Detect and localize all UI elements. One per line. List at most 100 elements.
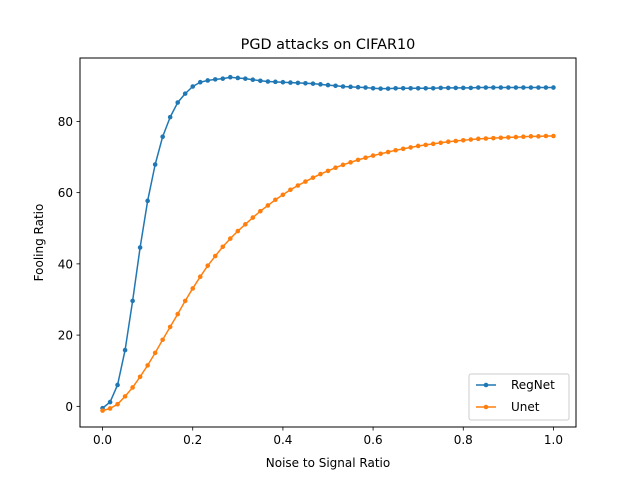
data-point-regnet [445,85,451,91]
data-point-regnet [551,85,556,90]
data-point-regnet [468,85,474,91]
data-point-regnet [400,85,406,91]
data-point-unet [355,157,361,163]
data-point-unet [205,263,211,268]
data-point-unet [325,168,331,174]
data-point-unet [295,183,301,188]
data-point-regnet [250,77,256,83]
data-point-regnet [212,77,218,82]
data-point-unet [280,192,286,198]
chart-title: PGD attacks on CIFAR10 [241,37,416,53]
data-point-unet [468,137,474,142]
plot-area [100,74,556,413]
data-point-regnet [190,84,196,89]
data-point-unet [521,134,526,140]
data-point-regnet [115,382,120,388]
data-point-unet [551,133,556,139]
data-point-regnet [355,84,361,90]
x-axis: 0.0 0.2 0.4 0.6 0.8 1.0 [93,427,563,447]
data-point-unet [122,394,128,399]
data-point-regnet [310,81,316,86]
data-point-regnet [145,198,150,204]
data-point-unet [137,374,143,380]
data-point-unet [513,134,519,140]
data-point-unet [318,171,323,177]
data-point-unet [445,139,451,144]
data-point-regnet [340,84,346,89]
data-point-unet [243,222,248,227]
data-point-unet [438,140,444,146]
data-point-regnet [205,78,211,83]
data-point-unet [340,162,346,168]
data-point-unet [288,187,293,193]
data-point-regnet [152,162,158,167]
y-tick-label: 40 [58,257,73,271]
data-point-unet [491,135,496,141]
data-point-unet [460,137,466,143]
data-point-unet [212,253,218,259]
legend-marker-unet [483,404,489,410]
data-point-unet [167,324,173,330]
data-point-regnet [273,79,278,85]
data-point-regnet [475,85,481,90]
data-point-unet [220,244,226,250]
data-point-unet [107,406,113,411]
data-point-unet [197,274,203,279]
data-point-unet [483,136,489,141]
x-tick-label: 0.2 [183,433,202,447]
data-point-unet [536,134,541,139]
data-point-regnet [506,85,511,90]
data-point-unet [258,208,263,214]
data-point-regnet [438,85,444,91]
legend-label-regnet: RegNet [511,378,555,392]
data-point-regnet [325,82,331,88]
data-point-regnet [415,85,421,91]
y-tick-label: 20 [58,329,73,343]
legend-marker-regnet [483,382,489,388]
y-tick-label: 80 [58,115,73,129]
data-point-regnet [295,80,301,86]
x-axis-label: Noise to Signal Ratio [266,456,390,470]
data-point-unet [160,337,165,343]
x-tick-label: 0.8 [454,433,473,447]
data-point-unet [303,179,308,184]
data-point-regnet [288,80,293,85]
data-point-regnet [235,75,241,81]
data-point-unet [385,149,391,155]
data-point-unet [182,298,188,304]
data-point-regnet [197,79,203,85]
data-point-regnet [348,84,353,90]
y-tick-label: 0 [65,400,73,414]
data-point-unet [115,401,120,407]
data-point-unet [543,133,549,139]
data-point-unet [408,145,413,150]
data-point-regnet [227,74,233,80]
data-point-unet [378,151,383,157]
data-point-regnet [220,76,226,81]
data-point-unet [333,165,338,170]
data-point-unet [265,203,271,208]
data-point-regnet [521,85,526,90]
data-point-regnet [378,86,383,91]
data-point-unet [250,215,256,220]
data-point-regnet [460,85,466,91]
axes-frame [79,57,577,428]
data-point-regnet [423,85,429,91]
data-point-unet [400,146,406,152]
data-point-regnet [498,85,504,90]
data-point-regnet [408,85,413,91]
data-point-unet [475,136,481,142]
data-point-regnet [280,79,286,85]
data-point-regnet [430,85,436,91]
data-point-unet [498,135,504,141]
data-point-unet [310,175,316,180]
data-point-regnet [303,80,308,86]
data-point-regnet [363,85,368,90]
data-point-unet [506,135,511,140]
data-point-regnet [175,100,181,105]
data-point-regnet [370,85,376,91]
y-axis-label: Fooling Ratio [32,204,46,282]
data-point-unet [152,350,158,356]
data-point-unet [370,153,376,158]
